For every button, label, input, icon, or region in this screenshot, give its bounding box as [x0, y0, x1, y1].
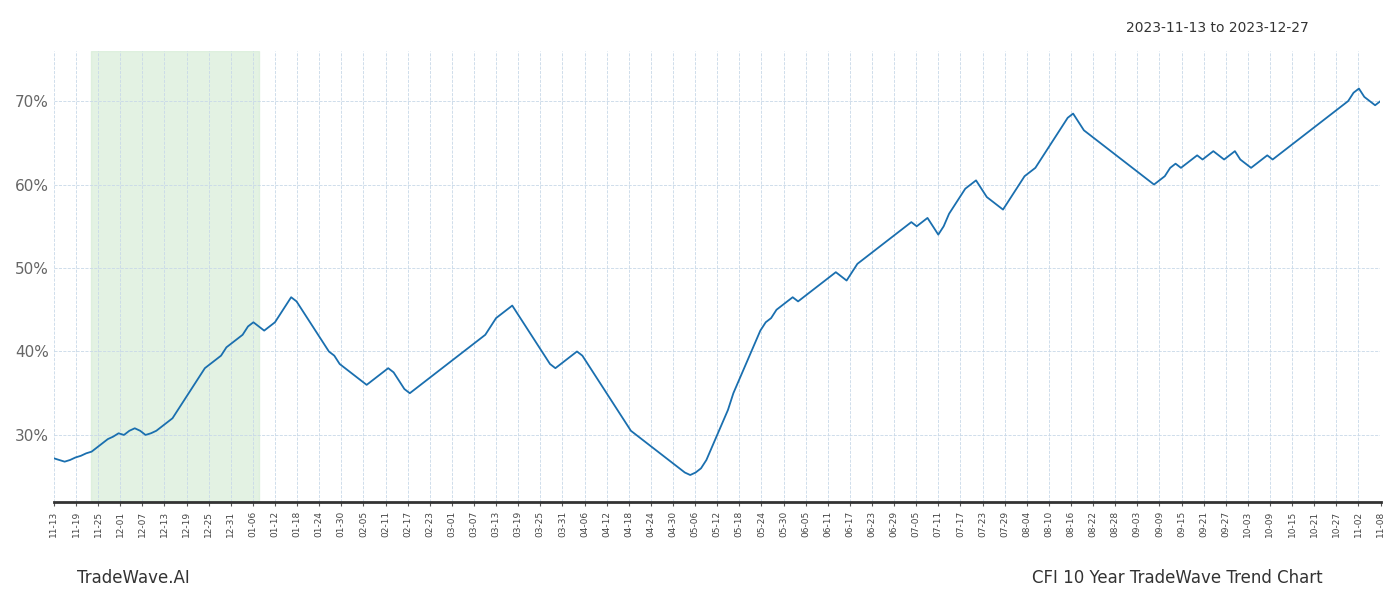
Text: TradeWave.AI: TradeWave.AI [77, 569, 190, 587]
Text: CFI 10 Year TradeWave Trend Chart: CFI 10 Year TradeWave Trend Chart [1032, 569, 1323, 587]
Text: 2023-11-13 to 2023-12-27: 2023-11-13 to 2023-12-27 [1126, 21, 1309, 35]
Bar [91, 51, 259, 502]
